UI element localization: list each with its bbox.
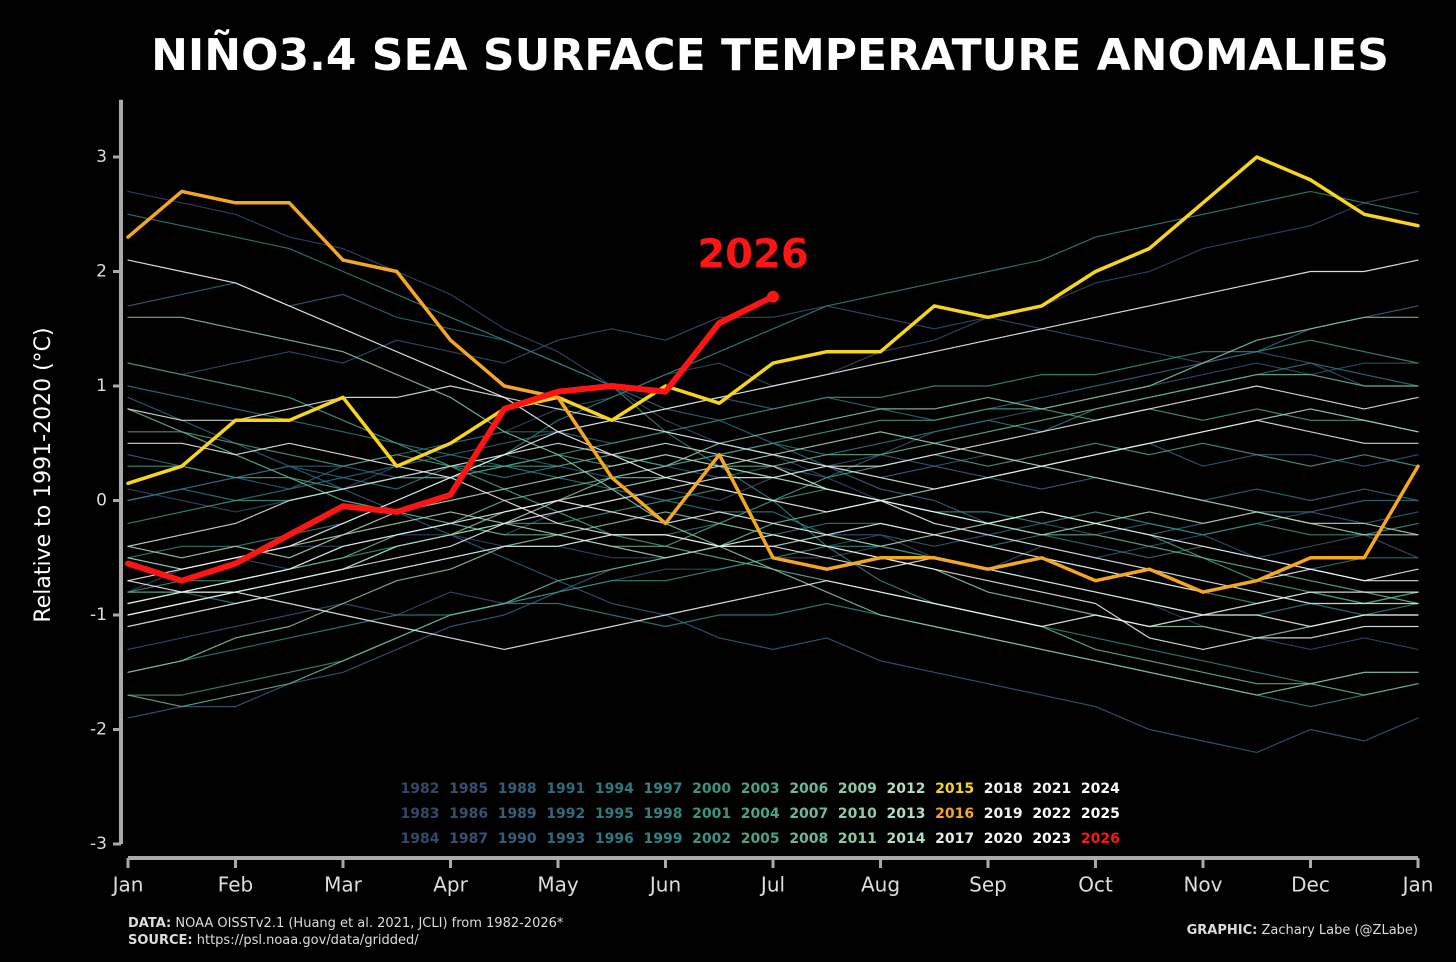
y-tick-label: 3 (96, 147, 107, 167)
x-tick-label: Aug (861, 873, 900, 897)
legend-entry: 1997 (644, 781, 683, 797)
legend-entry: 2022 (1032, 806, 1071, 822)
footer-data-key: DATA: (128, 916, 171, 931)
legend-entry: 2004 (741, 806, 780, 822)
legend-entry: 2019 (984, 806, 1023, 822)
legend-entry: 2017 (935, 831, 974, 847)
legend-entry: 2007 (789, 806, 828, 822)
y-tick-label: 2 (96, 262, 107, 282)
y-tick-label: -2 (90, 720, 107, 740)
legend-entry: 2021 (1032, 781, 1071, 797)
series-line (126, 189, 1420, 594)
legend-entry: 2024 (1081, 781, 1120, 797)
chart-title: NIÑO3.4 SEA SURFACE TEMPERATURE ANOMALIE… (151, 28, 1389, 81)
x-tick-label: Dec (1291, 873, 1330, 897)
x-tick-label: Jan (111, 873, 144, 897)
footer-source: SOURCE: https://psl.noaa.gov/data/gridde… (128, 933, 419, 948)
legend-entry: 1995 (595, 806, 634, 822)
legend-entry: 2010 (838, 806, 877, 822)
x-tick-label: Mar (324, 873, 363, 897)
legend-entry: 1996 (595, 831, 634, 847)
end-marker (767, 290, 779, 303)
x-tick-label: Jun (648, 873, 681, 897)
legend-entry: 2026 (1081, 831, 1120, 847)
legend-entry: 1991 (546, 781, 585, 797)
legend-entry: 1998 (644, 806, 683, 822)
annotation: 2026 (697, 232, 808, 278)
legend-entry: 2014 (887, 831, 926, 847)
footer-source-key: SOURCE: (128, 933, 193, 948)
footer-graphic: GRAPHIC: Zachary Labe (@ZLabe) (1187, 923, 1418, 938)
legend-entry: 2008 (789, 831, 828, 847)
legend-entry: 2012 (887, 781, 926, 797)
series-line (127, 385, 1419, 605)
legend-entry: 2005 (741, 831, 780, 847)
legend-entry: 2016 (935, 806, 974, 822)
y-tick-label: -3 (90, 834, 107, 854)
x-tick-label: May (537, 873, 579, 897)
legend-entry: 1994 (595, 781, 634, 797)
series-line (127, 580, 1419, 650)
x-tick-label: Nov (1183, 873, 1222, 897)
y-axis-label: Relative to 1991-2020 (°C) (31, 327, 56, 622)
series-line (127, 316, 1419, 696)
series-line (127, 259, 1419, 582)
legend-entry: 2003 (741, 781, 780, 797)
legend-entry: 2025 (1081, 806, 1120, 822)
footer-data: DATA: NOAA OISSTv2.1 (Huang et al. 2021,… (128, 916, 564, 931)
x-tick-label: Sep (969, 873, 1007, 897)
x-tick-label: Apr (433, 873, 468, 897)
legend-entry: 2009 (838, 781, 877, 797)
legend-entry: 2023 (1032, 831, 1071, 847)
legend-entry: 1993 (546, 831, 585, 847)
series-line (127, 442, 1419, 650)
legend-entry: 2020 (984, 831, 1023, 847)
axes-layer: -3 -2 -1 0 1 2 3 Jan Feb Mar Apr May Jun Jul Aug Sep Oct… (90, 99, 1434, 897)
legend-entry: 1984 (401, 831, 440, 847)
x-tick-label: Oct (1078, 873, 1113, 897)
footer-data-text: NOAA OISSTv2.1 (Huang et al. 2021, JCLI)… (175, 916, 564, 931)
legend-entry: 1987 (449, 831, 488, 847)
legend-entry: 2011 (838, 831, 877, 847)
legend-entry: 2000 (692, 781, 731, 797)
legend-entry: 2013 (887, 806, 926, 822)
legend-entry: 1990 (498, 831, 537, 847)
legend-entry: 2006 (789, 781, 828, 797)
series-line (127, 259, 1419, 582)
lines-layer: 2026 (125, 155, 1420, 753)
series-line (127, 442, 1419, 605)
footer-source-text: https://psl.noaa.gov/data/gridded/ (197, 933, 420, 948)
series-line (125, 293, 776, 584)
legend: 1982 1983 1984 1985 1986 1987 1988 1989 1990 1991… (401, 781, 1121, 847)
legend-entry: 1985 (449, 781, 488, 797)
legend-entry: 2018 (984, 781, 1023, 797)
x-tick-label: Jul (759, 873, 785, 897)
legend-entry: 1988 (498, 781, 537, 797)
x-tick-label: Jan (1401, 873, 1434, 897)
legend-entry: 2002 (692, 831, 731, 847)
y-tick-label: -1 (90, 605, 107, 625)
legend-entry: 2015 (935, 781, 974, 797)
legend-entry: 1992 (546, 806, 585, 822)
y-tick-label: 0 (96, 491, 107, 511)
x-tick-label: Feb (218, 873, 253, 897)
legend-entry: 1999 (644, 831, 683, 847)
footer-graphic-text: Zachary Labe (@ZLabe) (1262, 923, 1419, 938)
legend-entry: 1983 (401, 806, 440, 822)
legend-entry: 1982 (401, 781, 440, 797)
legend-entry: 1989 (498, 806, 537, 822)
series-line (126, 155, 1420, 486)
y-tick-label: 1 (96, 376, 107, 396)
legend-entry: 2001 (692, 806, 731, 822)
footer-graphic-key: GRAPHIC: (1187, 923, 1258, 938)
legend-entry: 1986 (449, 806, 488, 822)
